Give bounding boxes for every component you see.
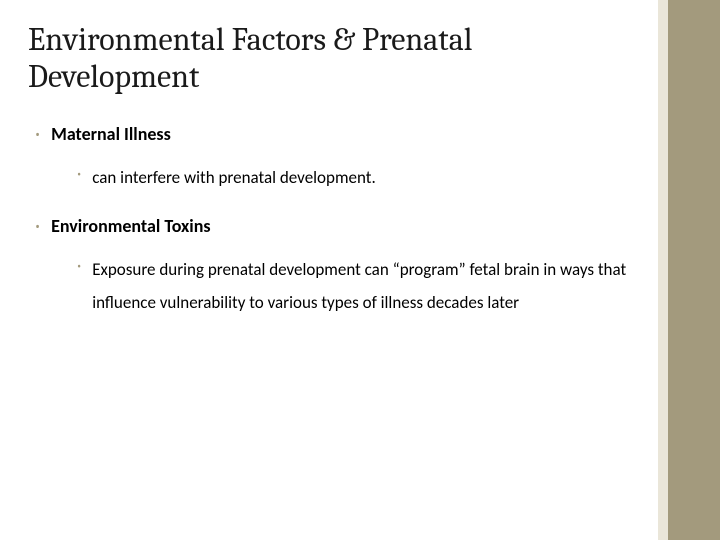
bullet-dot-icon: • (76, 253, 82, 278)
bullet-item: • Maternal Illness (28, 122, 630, 147)
subbullet-text: can interfere with prenatal development. (92, 161, 376, 194)
slide-title: Environmental Factors & Prenatal Develop… (28, 22, 630, 96)
subbullet-text: Exposure during prenatal development can… (92, 253, 630, 319)
sidebar-accent (668, 0, 720, 540)
subbullet-item: • Exposure during prenatal development c… (28, 253, 630, 319)
bullet-dot-icon: • (76, 161, 82, 186)
bullet-dot-icon: • (34, 214, 41, 238)
bullet-dot-icon: • (34, 122, 41, 146)
sidebar-stripe (658, 0, 668, 540)
bullet-item: • Environmental Toxins (28, 214, 630, 239)
subbullet-item: • can interfere with prenatal developmen… (28, 161, 630, 194)
slide: Environmental Factors & Prenatal Develop… (0, 0, 720, 540)
bullet-label: Environmental Toxins (51, 214, 210, 239)
bullet-label: Maternal Illness (51, 122, 171, 147)
slide-content: Environmental Factors & Prenatal Develop… (0, 0, 658, 540)
